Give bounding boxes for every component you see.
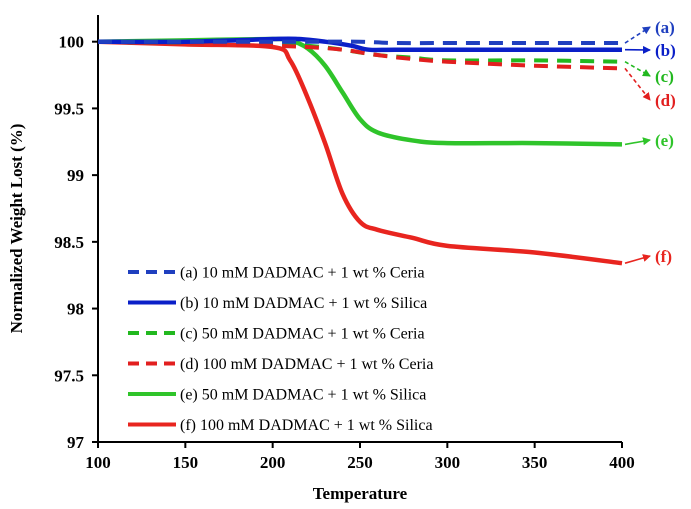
end-labels: (a) (b) (c) (d) (e) (f) (624, 18, 676, 266)
y-tick-label: 98 (67, 300, 84, 319)
x-tick-label: 350 (522, 453, 548, 472)
end-label-arrow (624, 254, 651, 264)
x-tick-label: 250 (347, 453, 373, 472)
end-label: (c) (655, 67, 674, 86)
end-label: (e) (655, 131, 674, 150)
end-label-arrow (624, 137, 651, 146)
legend-label: (d) 100 mM DADMAC + 1 wt % Ceria (180, 356, 433, 373)
legend-label: (a) 10 mM DADMAC + 1 wt % Ceria (180, 265, 425, 282)
y-ticks: 97 97.5 98 98.5 99 99.5 100 (54, 33, 98, 452)
end-label: (a) (655, 18, 675, 37)
series-line-a (98, 39, 622, 46)
end-label: (b) (655, 41, 676, 60)
series-layer (97, 36, 623, 266)
series-line-e (97, 36, 623, 147)
series-line-d (97, 39, 623, 71)
series-line-f (97, 39, 623, 266)
x-ticks: 100 150 200 250 300 350 400 (85, 442, 635, 472)
y-tick-label: 98.5 (54, 233, 84, 252)
legend-label: (b) 10 mM DADMAC + 1 wt % Silica (180, 295, 427, 312)
x-tick-label: 200 (260, 453, 286, 472)
y-tick-label: 99.5 (54, 99, 84, 118)
legend-label: (c) 50 mM DADMAC + 1 wt % Ceria (180, 326, 425, 343)
y-tick-label: 99 (67, 166, 84, 185)
x-tick-label: 300 (435, 453, 461, 472)
y-tick-label: 100 (59, 33, 85, 52)
axes (97, 15, 622, 443)
y-tick-label: 97 (67, 433, 85, 452)
x-axis-title: Temperature (313, 484, 408, 503)
legend-label: (e) 50 mM DADMAC + 1 wt % Silica (180, 387, 426, 404)
x-tick-label: 400 (609, 453, 635, 472)
end-label: (f) (655, 247, 672, 266)
legend-label: (f) 100 mM DADMAC + 1 wt % Silica (180, 417, 433, 434)
y-axis-title: Normalized Weight Lost (%) (7, 124, 26, 334)
end-label: (d) (655, 91, 676, 110)
legend: (a) 10 mM DADMAC + 1 wt % Ceria (b) 10 mM… (128, 265, 433, 434)
end-label-arrow (624, 61, 651, 77)
end-label-arrow (624, 26, 651, 44)
series-line-b (97, 36, 622, 53)
x-tick-label: 100 (85, 453, 111, 472)
y-tick-label: 97.5 (54, 366, 84, 385)
x-tick-label: 150 (173, 453, 199, 472)
